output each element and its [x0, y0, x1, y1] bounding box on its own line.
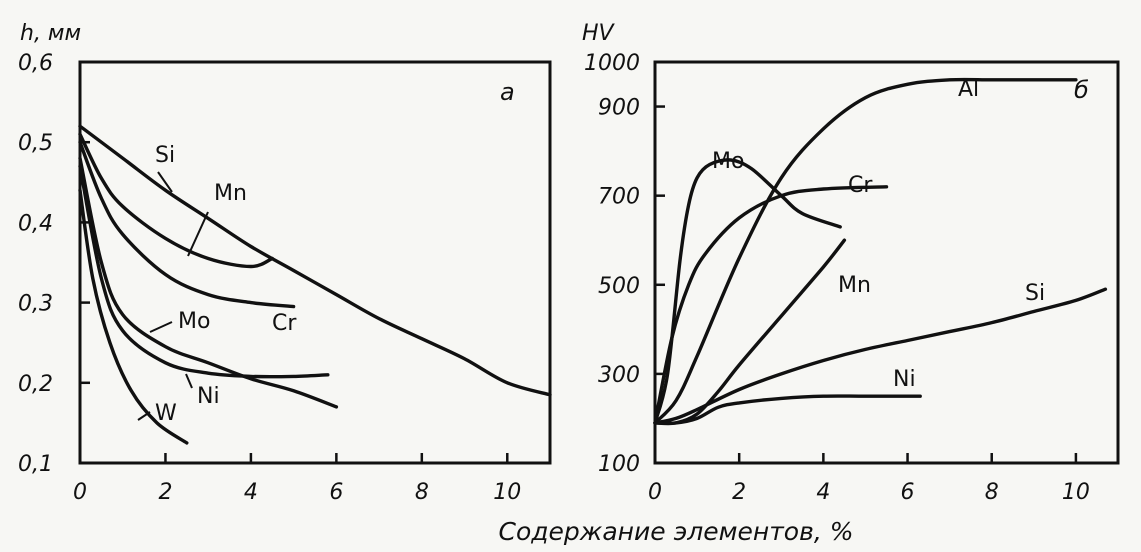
panel-b-label-mn: Mn: [838, 273, 871, 298]
panel-a-y-tick-label: 0,2: [18, 372, 53, 397]
panel-b-x-tick-label: 10: [1062, 480, 1090, 505]
panel-a-curve-ni: [78, 164, 330, 379]
panel-b-y-tick-label: 300: [598, 363, 640, 388]
panel-a-leader-w: [137, 411, 151, 421]
panel-b-y-ticks: 100 300 500 700 900 1000: [584, 51, 665, 477]
panel-a-x-tick-label: 10: [493, 480, 521, 505]
panel-a-y-tick-label: 0,1: [18, 452, 53, 477]
panel-b-label-cr: Cr: [848, 173, 873, 198]
panel-b-x-tick-label: 0: [648, 480, 662, 505]
panel-a-curve-si: [78, 124, 552, 397]
panel-a-plot-frame: [78, 60, 552, 465]
panel-a-y-tick-label: 0,4: [18, 211, 53, 236]
panel-a-label-si: Si: [155, 143, 175, 168]
panel-a-leader-ni: [185, 373, 193, 389]
panel-a-leader-mo: [149, 321, 173, 333]
panel-b-x-tick-label: 6: [901, 480, 915, 505]
panel-a-series-labels: Si Mn Cr Mo Ni W: [137, 143, 297, 426]
panel-b-x-tick-label: 2: [732, 480, 746, 505]
panel-b-y-tick-label: 100: [598, 452, 640, 477]
panel-a-x-tick-label: 0: [73, 480, 87, 505]
panel-b-plot-frame: [653, 60, 1120, 465]
panel-a-label-cr: Cr: [272, 311, 297, 336]
panel-a-y-ticks: 0,1 0,2 0,3 0,4 0,5 0,6: [18, 51, 90, 477]
panel-a-x-tick-label: 8: [415, 480, 429, 505]
panel-b-label-mo: Mo: [712, 149, 744, 174]
panel-a-x-tick-label: 2: [158, 480, 172, 505]
panel-b-x-ticks: 0 2 4 6 8 10: [648, 453, 1090, 505]
panel-b-curves: [653, 77, 1108, 426]
panel-a-label-ni: Ni: [197, 384, 220, 409]
panel-a-curve-cr: [78, 140, 296, 309]
panel-a-thickness-chart: 0 2 4 6 8 10 0,1 0,2 0,3 0,4 0,5 0,6 Si Mn Cr Mo Ni W h…: [18, 21, 552, 505]
panel-b-hardness-chart: 0 2 4 6 8 10 100 300 500 700 900 1000 Al Mo Cr Mn Si Ni…: [582, 21, 1120, 505]
panel-b-y-tick-label: 700: [598, 185, 640, 210]
panel-b-label-al: Al: [958, 77, 979, 102]
panel-b-y-tick-label: 900: [598, 96, 640, 121]
panel-a-y-tick-label: 0,6: [18, 51, 53, 76]
panel-b-y-tick-label: 1000: [584, 51, 640, 76]
panel-a-x-ticks: 0 2 4 6 8 10: [73, 453, 521, 505]
panel-a-curve-mn: [78, 132, 274, 269]
panel-a-leader-si: [157, 171, 173, 193]
panel-b-curve-mo: [653, 158, 842, 425]
panel-b-y-axis-title: HV: [582, 21, 616, 46]
panel-a-label-w: W: [155, 401, 177, 426]
panel-b-x-tick-label: 8: [985, 480, 999, 505]
panel-b-letter: б: [1074, 76, 1089, 104]
panel-a-x-tick-label: 6: [329, 480, 343, 505]
panel-a-curve-mo: [78, 156, 339, 409]
panel-a-y-tick-label: 0,5: [18, 131, 53, 156]
panel-b-y-tick-label: 500: [598, 274, 640, 299]
panel-a-y-axis-title: h, мм: [20, 21, 81, 46]
panel-b-curve-al: [653, 77, 1078, 425]
panel-a-label-mn: Mn: [214, 181, 247, 206]
panel-b-x-tick-label: 4: [816, 480, 830, 505]
panel-a-curves: [78, 124, 552, 445]
panel-b-series-labels: Al Mo Cr Mn Si Ni: [712, 77, 1045, 392]
panel-b-label-si: Si: [1025, 281, 1045, 306]
panel-a-leader-mn: [187, 211, 209, 257]
panel-a-label-mo: Mo: [178, 309, 210, 334]
panel-a-letter: а: [500, 78, 515, 106]
panel-b-curve-cr: [653, 185, 889, 425]
panel-b-curve-si: [653, 287, 1108, 425]
panel-a-x-tick-label: 4: [244, 480, 258, 505]
x-axis-title: Содержание элементов, %: [499, 517, 854, 546]
panel-b-label-ni: Ni: [893, 367, 916, 392]
panel-a-curve-w: [78, 188, 189, 445]
panel-a-y-tick-label: 0,3: [18, 292, 53, 317]
panel-b-curve-ni: [653, 394, 922, 425]
